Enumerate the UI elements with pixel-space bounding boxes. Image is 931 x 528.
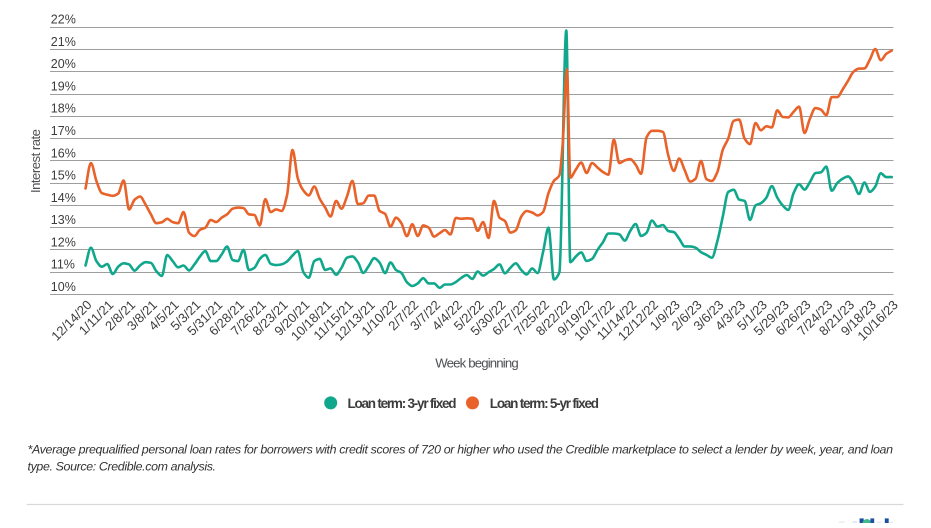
svg-text:10%: 10% [51,280,76,294]
svg-text:14%: 14% [51,191,76,205]
svg-text:Loan term: 5-yr fixed: Loan term: 5-yr fixed [490,396,599,411]
svg-text:*Average prequalified personal: *Average prequalified personal loan rate… [28,443,894,457]
svg-text:Week beginning: Week beginning [435,356,519,371]
svg-text:19%: 19% [51,79,76,93]
svg-text:type. Source: Credible.com ana: type. Source: Credible.com analysis. [28,460,217,474]
svg-text:11%: 11% [51,258,75,272]
svg-text:12%: 12% [51,235,76,249]
svg-text:21%: 21% [51,35,76,49]
svg-text:22%: 22% [51,13,76,27]
svg-text:20%: 20% [51,57,76,71]
svg-text:15%: 15% [51,169,76,183]
svg-text:18%: 18% [51,102,76,116]
svg-text:Loan term: 3-yr fixed: Loan term: 3-yr fixed [348,396,457,411]
svg-text:Interest rate: Interest rate [28,129,43,193]
svg-text:16%: 16% [51,146,76,160]
svg-text:17%: 17% [51,124,76,138]
svg-text:13%: 13% [51,213,76,227]
